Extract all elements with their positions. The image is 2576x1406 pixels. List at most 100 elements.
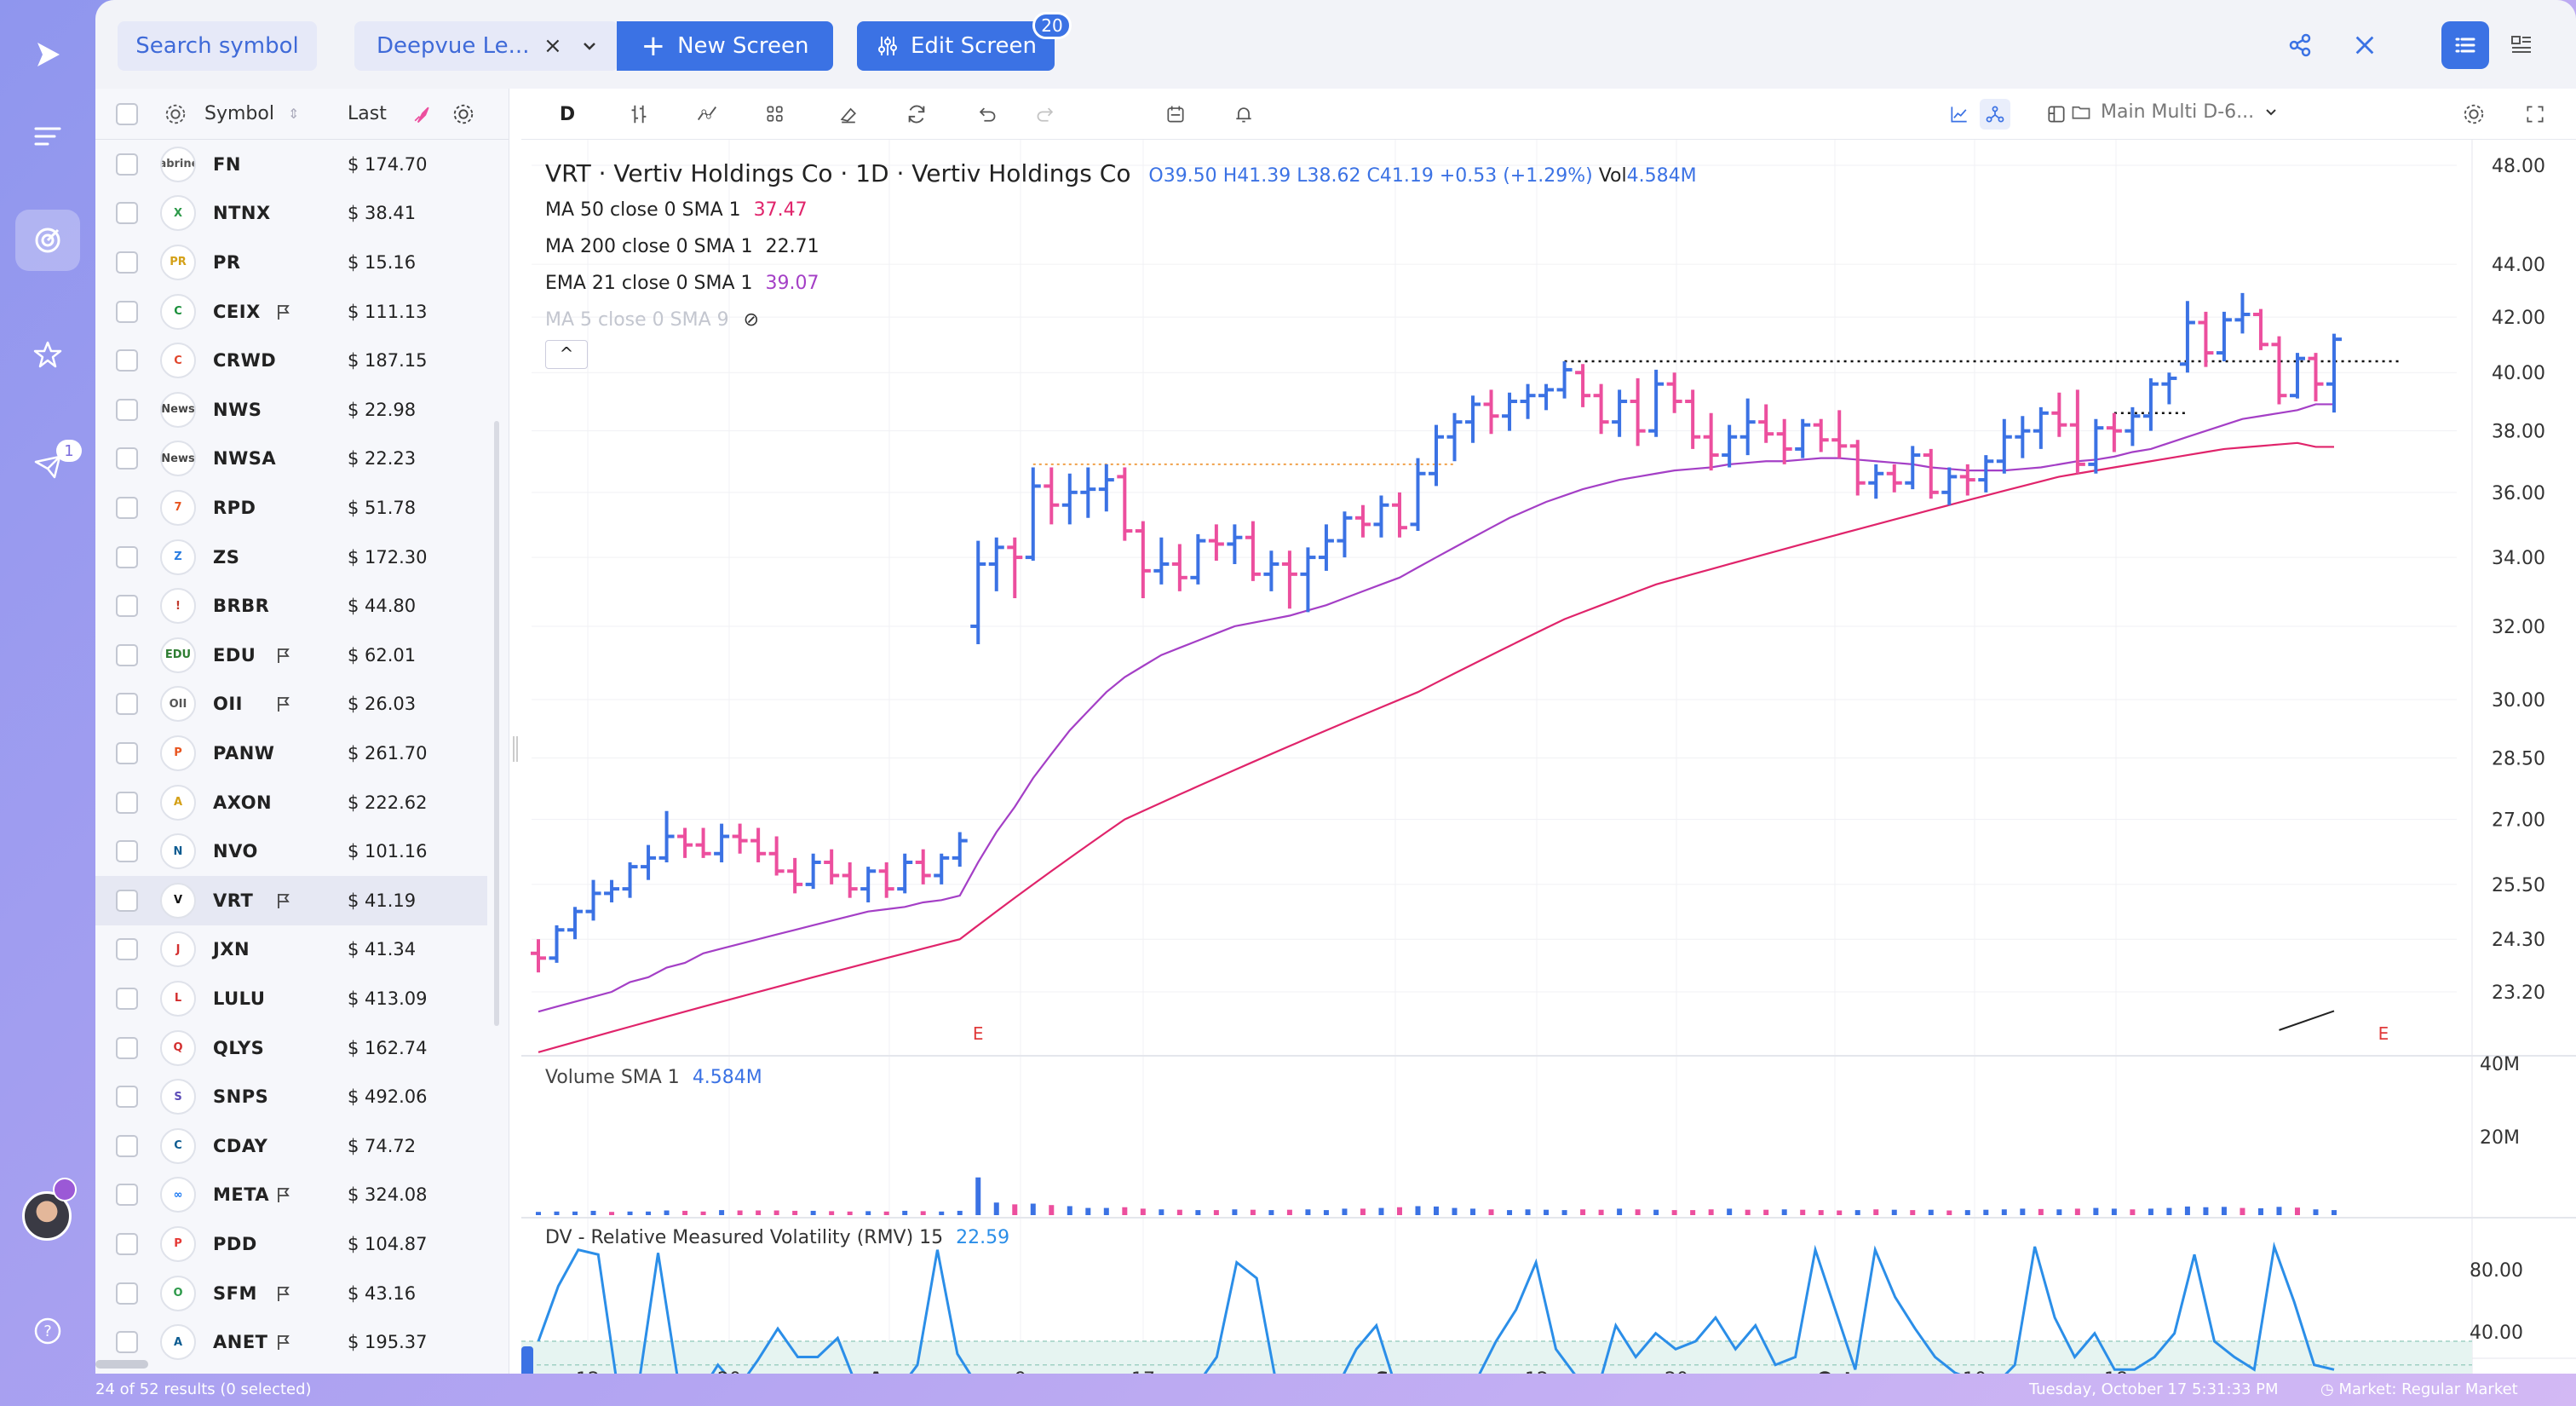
hidden-eye-icon[interactable]: ⊘ <box>743 309 760 331</box>
bar-style-icon[interactable] <box>624 99 654 130</box>
row-checkbox[interactable] <box>116 1282 138 1305</box>
watchlist-row[interactable]: A AXON $ 222.62 <box>95 778 487 827</box>
watchlist-row[interactable]: C CRWD $ 187.15 <box>95 336 487 385</box>
screen-selector[interactable]: Deepvue Le... × <box>354 21 618 71</box>
row-checkbox[interactable] <box>116 349 138 372</box>
flag-icon[interactable] <box>274 1284 293 1303</box>
watchlist-row[interactable]: Q QLYS $ 162.74 <box>95 1023 487 1073</box>
flag-icon[interactable] <box>274 891 293 910</box>
row-checkbox[interactable] <box>116 889 138 912</box>
panel-resize-handle[interactable] <box>513 736 518 762</box>
watchlist-row[interactable]: S SNPS $ 492.06 <box>95 1072 487 1121</box>
grid-view-icon[interactable] <box>2498 21 2545 69</box>
watchlist-scrollbar[interactable] <box>487 140 509 1374</box>
row-checkbox[interactable] <box>116 987 138 1010</box>
alert-bell-icon[interactable] <box>1228 99 1259 130</box>
watchlist-row[interactable]: O SFM $ 43.16 <box>95 1269 487 1318</box>
layout-selector[interactable]: Main Multi D-6... <box>2070 101 2280 123</box>
flag-icon[interactable] <box>274 646 293 665</box>
watchlist-row[interactable]: ! BRBR $ 44.80 <box>95 581 487 631</box>
watchlist-row[interactable]: P PDD $ 104.87 <box>95 1219 487 1269</box>
templates-icon[interactable] <box>760 99 791 130</box>
watchlist-row[interactable]: PR PR $ 15.16 <box>95 238 487 287</box>
column-header-symbol[interactable]: Symbol <box>204 103 274 124</box>
sort-icon[interactable]: ⇕ <box>288 106 300 122</box>
eraser-icon[interactable] <box>833 99 864 130</box>
watchlist-row[interactable]: OII OII $ 26.03 <box>95 680 487 729</box>
watchlist-star-icon[interactable] <box>15 324 80 385</box>
watchlist-row[interactable]: N NVO $ 101.16 <box>95 827 487 876</box>
collapse-legend-button[interactable]: ^ <box>545 340 588 369</box>
row-checkbox[interactable] <box>116 251 138 274</box>
watchlist-row[interactable]: News NWS $ 22.98 <box>95 385 487 435</box>
search-symbol-button[interactable]: Search symbol <box>118 21 317 71</box>
interval-button[interactable]: D <box>559 103 576 125</box>
row-checkbox[interactable] <box>116 545 138 568</box>
calendar-icon[interactable] <box>1160 99 1191 130</box>
screener-icon[interactable] <box>15 210 80 271</box>
indicators-icon[interactable] <box>692 99 722 130</box>
flag-icon[interactable] <box>274 1333 293 1351</box>
column-settings-icon[interactable] <box>451 102 475 126</box>
flag-icon[interactable] <box>274 694 293 713</box>
watchlist-row[interactable]: X NTNX $ 38.41 <box>95 189 487 239</box>
alerts-icon[interactable]: 1 <box>15 436 82 498</box>
refresh-icon[interactable] <box>901 99 932 130</box>
watchlist-row[interactable]: Fabrinet FN $ 174.70 <box>95 140 487 189</box>
new-screen-button[interactable]: + New Screen <box>617 21 833 71</box>
row-checkbox[interactable] <box>116 741 138 764</box>
watchlist-row[interactable]: L LULU $ 413.09 <box>95 974 487 1023</box>
row-checkbox[interactable] <box>116 643 138 666</box>
clear-screen-icon[interactable]: × <box>543 33 562 59</box>
watchlist-row[interactable]: C CDAY $ 74.72 <box>95 1121 487 1171</box>
help-icon[interactable]: ? <box>15 1300 80 1362</box>
watchlist-row[interactable]: 7 RPD $ 51.78 <box>95 483 487 533</box>
chart-settings-icon[interactable] <box>2458 99 2489 130</box>
watchlist-row[interactable]: A ANET $ 195.37 <box>95 1317 487 1367</box>
watchlist-row[interactable]: C CEIX $ 111.13 <box>95 287 487 337</box>
row-checkbox[interactable] <box>116 300 138 323</box>
x-social-icon[interactable] <box>2341 21 2389 69</box>
row-checkbox[interactable] <box>116 202 138 225</box>
horizontal-scrollbar-thumb[interactable] <box>95 1360 148 1369</box>
row-checkbox[interactable] <box>116 1184 138 1207</box>
redo-icon[interactable] <box>1031 99 1061 130</box>
watchlist-row[interactable]: J JXN $ 41.34 <box>95 925 487 975</box>
watchlist-row[interactable]: Z ZS $ 172.30 <box>95 533 487 582</box>
price-chart[interactable]: 48.00 44.00 42.00 40.00 38.00 36.00 34.00 32.00… <box>521 140 2576 1374</box>
column-header-last[interactable]: Last <box>348 103 387 124</box>
row-checkbox[interactable] <box>116 1036 138 1059</box>
watchlist-row[interactable]: EDU EDU $ 62.01 <box>95 631 487 680</box>
scrollbar-thumb[interactable] <box>494 421 499 1026</box>
watchlist-row[interactable]: ∞ META $ 324.08 <box>95 1171 487 1220</box>
row-checkbox[interactable] <box>116 693 138 716</box>
fullscreen-icon[interactable] <box>2520 99 2550 130</box>
select-all-checkbox[interactable] <box>116 102 138 125</box>
row-checkbox[interactable] <box>116 595 138 618</box>
row-checkbox[interactable] <box>116 496 138 519</box>
watchlist-row[interactable]: News NWSA $ 22.23 <box>95 435 487 484</box>
user-avatar[interactable] <box>22 1191 72 1241</box>
row-checkbox[interactable] <box>116 447 138 470</box>
row-checkbox[interactable] <box>116 791 138 814</box>
list-view-icon[interactable] <box>2441 21 2489 69</box>
menu-icon[interactable] <box>15 106 80 167</box>
watchlist-row[interactable]: P PANW $ 261.70 <box>95 729 487 778</box>
row-checkbox[interactable] <box>116 938 138 961</box>
chart-type-icon[interactable] <box>1944 99 1975 130</box>
watchlist-row[interactable]: V VRT $ 41.19 <box>95 876 487 925</box>
gear-icon[interactable] <box>164 102 187 126</box>
flag-icon[interactable] <box>274 1185 293 1204</box>
row-checkbox[interactable] <box>116 1134 138 1157</box>
logo-icon[interactable] <box>15 24 80 85</box>
row-checkbox[interactable] <box>116 1232 138 1255</box>
compare-icon[interactable] <box>1980 99 2010 130</box>
row-checkbox[interactable] <box>116 1086 138 1109</box>
rocket-icon[interactable] <box>411 103 433 125</box>
row-checkbox[interactable] <box>116 398 138 421</box>
row-checkbox[interactable] <box>116 153 138 176</box>
share-icon[interactable] <box>2276 21 2324 69</box>
layout-icon[interactable] <box>2041 99 2072 130</box>
undo-icon[interactable] <box>971 99 1002 130</box>
chevron-down-icon[interactable] <box>578 34 601 58</box>
